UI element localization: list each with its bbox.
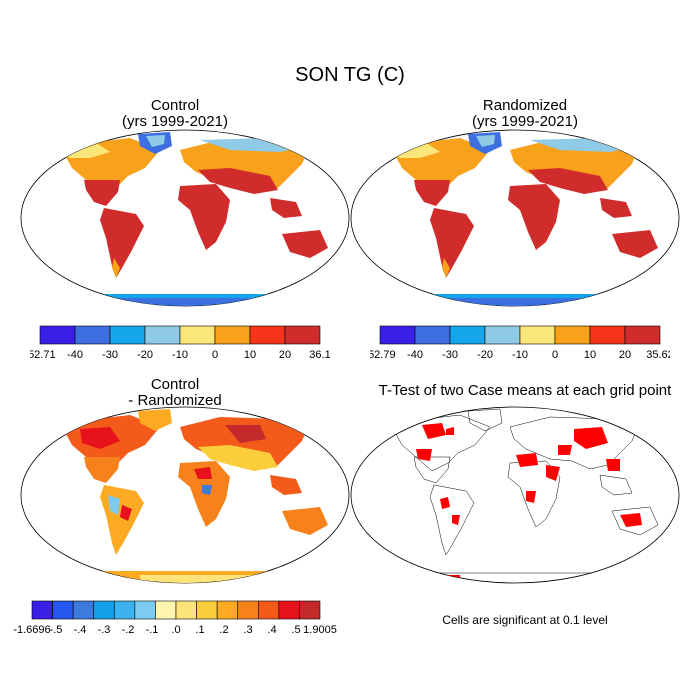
land-difference xyxy=(60,409,328,583)
colorbar-tick-label: 20 xyxy=(279,349,291,361)
globe-outline xyxy=(350,406,680,584)
panel-4-title: T-Test of two Case means at each grid po… xyxy=(378,382,672,399)
colorbar-swatch xyxy=(624,325,661,345)
colorbar-swatch xyxy=(299,600,321,620)
colorbar-swatch xyxy=(237,600,259,620)
colorbar-swatch xyxy=(214,325,251,345)
colorbar-swatch xyxy=(134,600,156,620)
significance-note: Cells are significant at 0.1 level xyxy=(442,613,608,627)
colorbar-swatch xyxy=(39,325,76,345)
colorbar-tick-label: 10 xyxy=(244,349,256,361)
colorbar-tick-label: -30 xyxy=(442,349,458,361)
colorbar-swatch xyxy=(175,600,197,620)
map-randomized xyxy=(350,129,680,307)
colorbar-swatch xyxy=(109,325,146,345)
colorbar-labels: -52.71 -40 -30 -20 -10 0 10 20 36.1 xyxy=(30,349,330,361)
colorbar-tick-label: .5 xyxy=(291,624,300,636)
panel-1-title-line2: (yrs 1999-2021) xyxy=(122,113,228,130)
colorbar-swatch xyxy=(31,600,53,620)
colorbar-labels: -52.79 -40 -30 -20 -10 0 10 20 35.62 xyxy=(370,349,670,361)
colorbar-tick-label: 1.9005 xyxy=(303,624,337,636)
colorbar-control: -52.71 -40 -30 -20 -10 0 10 20 36.1 xyxy=(30,325,330,361)
panel-1-title: Control (yrs 1999-2021) xyxy=(75,98,275,130)
colorbar-tick-label: -.1 xyxy=(146,624,159,636)
colorbar-tick-label: -.4 xyxy=(74,624,87,636)
colorbar-labels: -1.6696-.5 -.4 -.3 -.2 -.1 .0 .1 .2 .3 .4 .5 1.9005 xyxy=(13,624,336,636)
colorbar-swatch xyxy=(144,325,181,345)
colorbar-tick-label: -40 xyxy=(407,349,423,361)
colorbar-swatch xyxy=(484,325,521,345)
colorbar-tick-label: -40 xyxy=(67,349,83,361)
colorbar-swatch xyxy=(284,325,321,345)
map-ttest xyxy=(350,406,680,584)
colorbar-swatch xyxy=(74,325,111,345)
colorbar-swatch xyxy=(216,600,239,620)
colorbar-tick-label: 20 xyxy=(619,349,631,361)
colorbar-swatches xyxy=(379,325,661,345)
colorbar-tick-label: .3 xyxy=(243,624,252,636)
colorbar-swatch xyxy=(155,600,177,620)
colorbar-swatch xyxy=(179,325,216,345)
colorbar-swatch xyxy=(589,325,626,345)
panel-1-title-line1: Control xyxy=(150,97,200,114)
colorbar-swatch xyxy=(519,325,556,345)
colorbar-tick-label: .2 xyxy=(219,624,228,636)
colorbar-swatch xyxy=(249,325,286,345)
colorbar-swatch xyxy=(113,600,136,620)
colorbar-swatch xyxy=(379,325,416,345)
colorbar-tick-label: .1 xyxy=(195,624,204,636)
colorbar-tick-label: -.3 xyxy=(98,624,111,636)
colorbar-tick-label: 10 xyxy=(584,349,596,361)
colorbar-tick-label: -10 xyxy=(172,349,188,361)
colorbar-tick-label: -.2 xyxy=(122,624,135,636)
colorbar-difference: -1.6696-.5 -.4 -.3 -.2 -.1 .0 .1 .2 .3 .4 .5 1.9005 xyxy=(13,600,337,636)
colorbar-swatch xyxy=(196,600,218,620)
land-temperature xyxy=(388,132,658,306)
colorbar-swatch xyxy=(278,600,300,620)
colorbar-swatch xyxy=(72,600,95,620)
panel-3-title-line2: - Randomized xyxy=(128,392,222,409)
panel-2-title-line1: Randomized xyxy=(482,97,568,114)
colorbar-tick-label: 0 xyxy=(552,349,558,361)
colorbar-swatches xyxy=(31,600,321,620)
colorbar-swatch xyxy=(554,325,591,345)
colorbar-swatch xyxy=(93,600,115,620)
panel-3-title-line1: Control xyxy=(150,376,200,393)
figure-title: SON TG (C) xyxy=(295,64,405,86)
panel-3-title: Control - Randomized xyxy=(75,377,275,409)
colorbar-swatches xyxy=(39,325,321,345)
colorbar-tick-label: -1.6696 xyxy=(13,624,50,636)
colorbar-tick-label: -52.79 xyxy=(370,349,396,361)
map-difference xyxy=(20,406,350,584)
colorbar-tick-label: -20 xyxy=(137,349,153,361)
colorbar-tick-label: -10 xyxy=(512,349,528,361)
panel-2-title-line2: (yrs 1999-2021) xyxy=(472,113,578,130)
colorbar-swatch xyxy=(257,600,280,620)
colorbar-swatch xyxy=(414,325,451,345)
colorbar-tick-label: 36.1 xyxy=(309,349,330,361)
colorbar-randomized: -52.79 -40 -30 -20 -10 0 10 20 35.62 xyxy=(370,325,670,361)
colorbar-tick-label: .4 xyxy=(267,624,276,636)
colorbar-tick-label: -30 xyxy=(102,349,118,361)
colorbar-tick-label: .0 xyxy=(171,624,180,636)
colorbar-swatch xyxy=(52,600,74,620)
colorbar-tick-label: -.5 xyxy=(50,624,63,636)
colorbar-tick-label: 0 xyxy=(212,349,218,361)
colorbar-swatch xyxy=(449,325,486,345)
panel-2-title: Randomized (yrs 1999-2021) xyxy=(425,98,625,130)
colorbar-tick-label: -52.71 xyxy=(30,349,56,361)
colorbar-tick-label: -20 xyxy=(477,349,493,361)
colorbar-tick-label: 35.62 xyxy=(646,349,670,361)
map-control xyxy=(20,129,350,307)
